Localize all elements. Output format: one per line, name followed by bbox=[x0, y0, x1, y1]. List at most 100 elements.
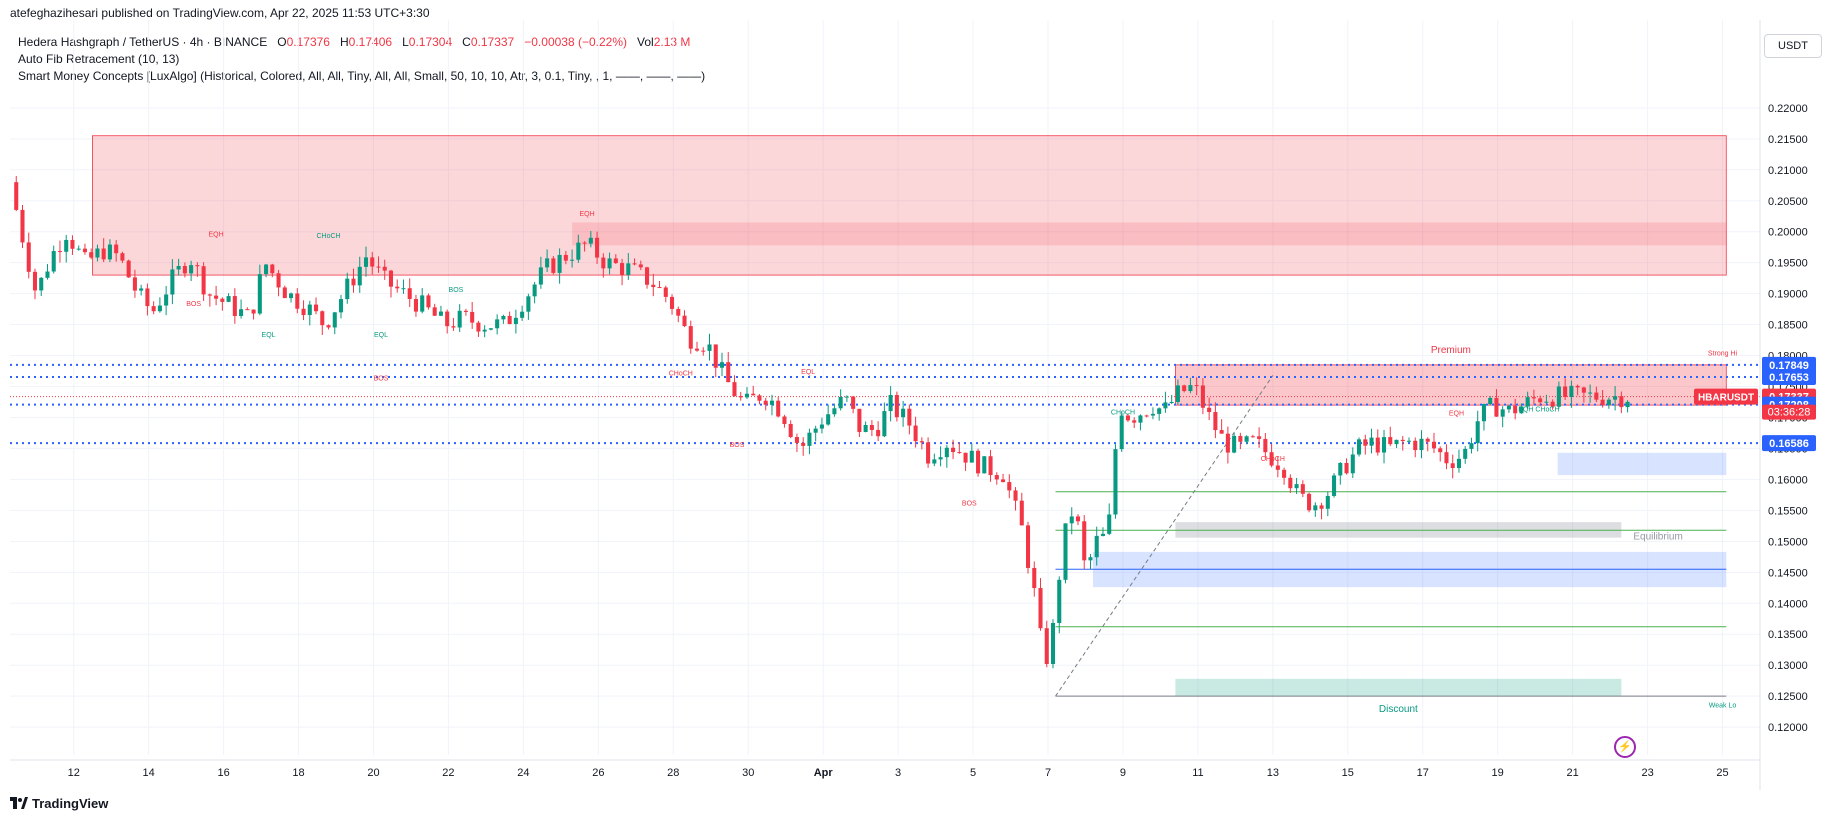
legend-ohlc-row[interactable]: Hedera Hashgraph / TetherUS · 4h · BINAN… bbox=[18, 34, 705, 51]
candle-body bbox=[1575, 385, 1580, 388]
candle-body bbox=[1094, 535, 1099, 558]
candle-body bbox=[532, 284, 537, 297]
indicator-fib[interactable]: Auto Fib Retracement (10, 13) bbox=[18, 52, 180, 66]
x-tick-label: Apr bbox=[814, 767, 834, 779]
candle-body bbox=[813, 428, 818, 433]
candle-body bbox=[894, 395, 899, 418]
candle-body bbox=[1469, 443, 1474, 449]
legend-h-value: 0.17406 bbox=[348, 35, 393, 49]
currency-button[interactable]: USDT bbox=[1764, 34, 1822, 58]
candle-body bbox=[426, 295, 431, 308]
smc-label: EQH CHoCH bbox=[1518, 406, 1559, 413]
price-label: 0.17653 bbox=[1769, 372, 1809, 384]
ticker-label: HBARUSDT bbox=[1698, 393, 1754, 404]
candle-body bbox=[713, 344, 718, 368]
y-tick-label: 0.22000 bbox=[1768, 103, 1808, 115]
candle-body bbox=[1531, 397, 1536, 399]
legend-symbol[interactable]: Hedera Hashgraph / TetherUS · 4h · BINAN… bbox=[18, 35, 268, 49]
candle-body bbox=[1494, 397, 1499, 417]
candle-body bbox=[951, 447, 956, 453]
candle-body bbox=[507, 315, 512, 325]
candle-body bbox=[164, 294, 169, 306]
candle-body bbox=[1488, 397, 1493, 405]
legend-c-label: C bbox=[462, 35, 471, 49]
zone-discount bbox=[1175, 678, 1622, 697]
candle-body bbox=[1207, 407, 1212, 413]
candle-body bbox=[20, 209, 25, 243]
y-tick-label: 0.12000 bbox=[1768, 722, 1808, 734]
candle-body bbox=[1563, 386, 1568, 397]
candle-body bbox=[1269, 452, 1274, 466]
candle-body bbox=[1363, 439, 1368, 446]
candle-body bbox=[264, 264, 269, 275]
x-tick-label: 23 bbox=[1641, 767, 1653, 779]
x-tick-label: 20 bbox=[367, 767, 379, 779]
candle-body bbox=[1525, 397, 1530, 407]
candle-body bbox=[95, 248, 100, 258]
candle-body bbox=[551, 258, 556, 273]
candle-body bbox=[826, 414, 831, 425]
candle-body bbox=[926, 442, 931, 464]
candle-body bbox=[757, 395, 762, 401]
x-tick-label: 7 bbox=[1045, 767, 1051, 779]
x-tick-label: 24 bbox=[517, 767, 529, 779]
candle-body bbox=[220, 298, 225, 302]
candle-body bbox=[801, 442, 806, 446]
candle-body bbox=[357, 266, 362, 286]
candle-body bbox=[751, 393, 756, 396]
candle-body bbox=[832, 408, 837, 415]
candle-body bbox=[270, 264, 275, 274]
y-tick-label: 0.20500 bbox=[1768, 196, 1808, 208]
candle-body bbox=[1313, 505, 1318, 511]
x-tick-label: 28 bbox=[667, 767, 679, 779]
smc-label: EQL bbox=[374, 332, 388, 339]
smc-label: BOS bbox=[186, 301, 201, 308]
candle-body bbox=[1319, 505, 1324, 509]
candle-body bbox=[282, 287, 287, 299]
candle-body bbox=[320, 311, 325, 326]
candle-body bbox=[1225, 433, 1230, 453]
candle-body bbox=[1550, 401, 1555, 407]
candle-body bbox=[413, 298, 418, 312]
candle-body bbox=[1100, 533, 1105, 536]
candle-body bbox=[776, 400, 781, 417]
tradingview-logo-icon bbox=[10, 797, 28, 809]
x-tick-label: 12 bbox=[68, 767, 80, 779]
candle-body bbox=[1400, 439, 1405, 442]
candle-body bbox=[1394, 439, 1399, 445]
candle-body bbox=[76, 248, 81, 250]
candle-body bbox=[338, 299, 344, 313]
candle-body bbox=[1219, 430, 1224, 434]
candle-body bbox=[182, 265, 187, 274]
candle-body bbox=[807, 432, 812, 446]
footer-brand: TradingView bbox=[32, 796, 109, 811]
smc-label: Strong Hi bbox=[1708, 351, 1738, 358]
y-tick-label: 0.16000 bbox=[1768, 474, 1808, 486]
candle-body bbox=[613, 258, 618, 264]
smc-label: CHoCH bbox=[1261, 456, 1285, 463]
candle-body bbox=[638, 264, 643, 268]
x-tick-label: 15 bbox=[1342, 767, 1354, 779]
candle-body bbox=[463, 310, 468, 312]
candle-body bbox=[513, 317, 518, 325]
candle-body bbox=[1057, 579, 1062, 623]
price-label: 0.17849 bbox=[1769, 360, 1809, 372]
candle-body bbox=[276, 273, 281, 288]
candle-body bbox=[538, 267, 543, 285]
y-tick-label: 0.13500 bbox=[1768, 629, 1808, 641]
indicator-smc[interactable]: Smart Money Concepts [LuxAlgo] (Historic… bbox=[18, 69, 706, 83]
published-info: atefeghazihesari published on TradingVie… bbox=[10, 6, 430, 20]
lightning-icon[interactable]: ⚡ bbox=[1614, 736, 1636, 758]
candle-body bbox=[326, 325, 331, 328]
candle-body bbox=[969, 450, 974, 463]
candle-body bbox=[132, 277, 137, 291]
candle-body bbox=[888, 395, 893, 412]
candle-body bbox=[1188, 385, 1193, 392]
candle-body bbox=[588, 237, 593, 244]
candle-body bbox=[1438, 448, 1443, 453]
candle-body bbox=[170, 269, 175, 295]
y-tick-label: 0.12500 bbox=[1768, 691, 1808, 703]
candle-body bbox=[57, 251, 62, 253]
candle-body bbox=[1569, 385, 1574, 397]
